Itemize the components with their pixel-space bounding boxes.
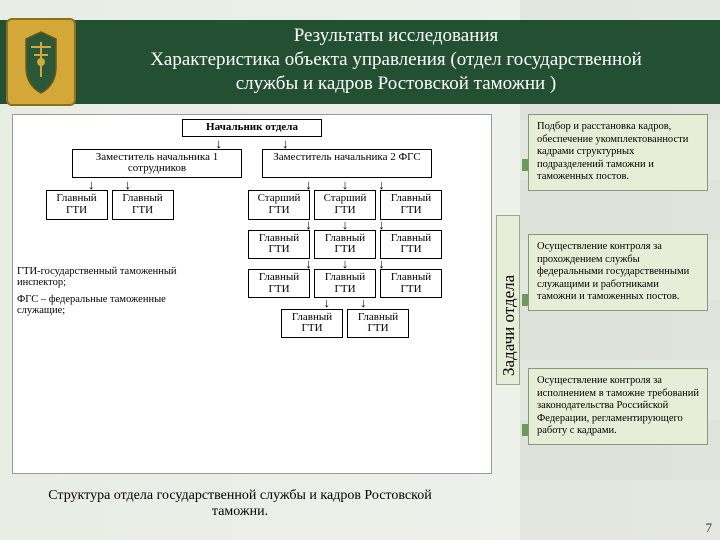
arrow-icon: ↓ xyxy=(378,220,385,230)
arrow-icon: ↓ xyxy=(324,298,331,308)
arrow-icon: ↓ xyxy=(342,220,349,230)
legend1: ГТИ-государственный таможенный инспектор… xyxy=(17,266,202,288)
arrow-icon: ↓ xyxy=(305,220,312,230)
org-caption: Структура отдела государственной службы … xyxy=(40,488,440,520)
node-deputy1: Заместитель начальника 1 сотрудников xyxy=(72,149,242,178)
customs-emblem-icon xyxy=(6,18,76,106)
org-chart: Начальник отдела ↓ ↓ Заместитель начальн… xyxy=(12,114,492,474)
task-label: Задачи отдела xyxy=(499,275,519,376)
arrow-icon: ↓ xyxy=(378,259,385,269)
node: Главный ГТИ xyxy=(112,190,174,219)
task-box-2: Осуществление контроля за прохождением с… xyxy=(528,234,708,311)
arrow-icon: ↓ xyxy=(305,259,312,269)
title-band: Результаты исследования Характеристика о… xyxy=(0,20,720,104)
title-line1: Результаты исследования xyxy=(82,24,710,48)
node: Главный ГТИ xyxy=(347,309,409,338)
arrow-icon: ↓ xyxy=(342,180,349,190)
arrow-icon: ↓ xyxy=(342,259,349,269)
node: Главный ГТИ xyxy=(248,230,310,259)
title-line2: Характеристика объекта управления (отдел… xyxy=(82,48,710,72)
node: Главный ГТИ xyxy=(314,230,376,259)
node: Главный ГТИ xyxy=(380,230,442,259)
arrow-icon: ↓ xyxy=(88,180,95,190)
node: Главный ГТИ xyxy=(46,190,108,219)
node: Старший ГТИ xyxy=(248,190,310,219)
node: Главный ГТИ xyxy=(314,269,376,298)
arrow-icon: ↓ xyxy=(282,139,289,149)
node: Главный ГТИ xyxy=(248,269,310,298)
arrow-icon: ↓ xyxy=(216,139,223,149)
task-box-3: Осуществление контроля за исполнением в … xyxy=(528,368,708,445)
arrow-icon: ↓ xyxy=(360,298,367,308)
arrow-icon: ↓ xyxy=(305,180,312,190)
node-deputy2: Заместитель начальника 2 ФГС xyxy=(262,149,432,178)
node: Старший ГТИ xyxy=(314,190,376,219)
arrow-icon: ↓ xyxy=(378,180,385,190)
node: Главный ГТИ xyxy=(380,269,442,298)
node: Главный ГТИ xyxy=(380,190,442,219)
legend2: ФГС – федеральные таможенные служащие; xyxy=(17,294,202,316)
title-line3: службы и кадров Ростовской таможни ) xyxy=(82,72,710,96)
page-number: 7 xyxy=(706,520,713,536)
task-box-1: Подбор и расстановка кадров, обеспечение… xyxy=(528,114,708,191)
task-label-bar: Задачи отдела xyxy=(496,215,520,385)
node-head: Начальник отдела xyxy=(182,119,322,137)
node: Главный ГТИ xyxy=(281,309,343,338)
arrow-icon: ↓ xyxy=(125,180,132,190)
